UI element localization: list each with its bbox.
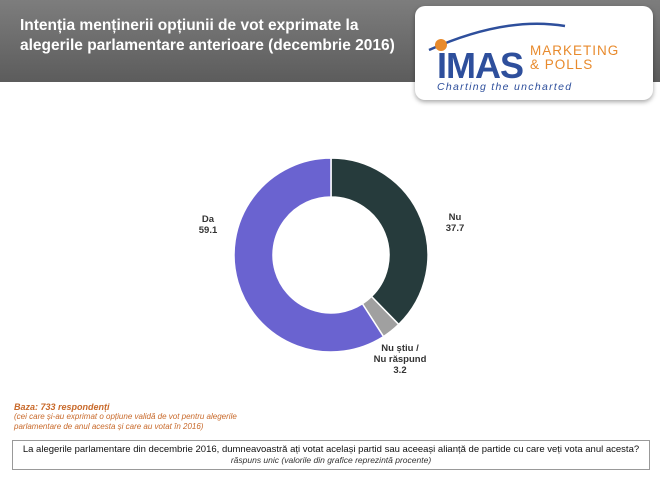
slice-label-1-line-2: 3.2 xyxy=(393,365,406,376)
donut-slices xyxy=(233,157,429,353)
sample-base: Baza: 733 respondenți (cei care și-au ex… xyxy=(14,402,334,432)
donut-slice-0 xyxy=(330,157,429,326)
slice-label-0-line-0: Nu xyxy=(449,212,462,223)
donut-slice-2 xyxy=(233,157,385,353)
slice-label-1-line-0: Nu știu / xyxy=(381,343,419,354)
donut-chart: Nu 37.7 Nu știu / Nu răspund 3.2 Da 59.1 xyxy=(199,157,465,376)
donut-labels: Nu 37.7 Nu știu / Nu răspund 3.2 Da 59.1 xyxy=(199,212,465,376)
survey-question: La alegerile parlamentare din decembrie … xyxy=(22,444,640,455)
page-title-line-1: Intenția menținerii opțiunii de vot expr… xyxy=(20,17,359,34)
slice-label-0: Nu 37.7 xyxy=(446,212,465,234)
sample-base-note-line-2: parlamentare de anul acesta și care au v… xyxy=(14,422,204,431)
logo-tagline: Charting the uncharted xyxy=(437,81,572,93)
slice-label-2-line-0: Da xyxy=(202,214,215,225)
slice-label-2: Da 59.1 xyxy=(199,214,218,236)
slice-label-2-line-1: 59.1 xyxy=(199,225,218,236)
survey-question-note: răspuns unic (valorile din grafice repre… xyxy=(230,455,432,465)
slice-label-0-line-1: 37.7 xyxy=(446,223,465,234)
sample-base-title: Baza: 733 respondenți xyxy=(14,402,110,412)
slice-label-1: Nu știu / Nu răspund 3.2 xyxy=(374,343,427,376)
slice-label-1-line-1: Nu răspund xyxy=(374,354,427,365)
logo-line-2: & POLLS xyxy=(530,57,593,72)
sample-base-note-line-1: (cei care și-au exprimat o opțiune valid… xyxy=(14,412,237,421)
logo-dot-icon xyxy=(435,39,447,51)
imas-logo: IMAS MARKETING & POLLS Charting the unch… xyxy=(415,6,653,100)
page-title-line-2: alegerile parlamentare anterioare (decem… xyxy=(20,37,395,54)
logo-brand: IMAS xyxy=(437,45,523,86)
logo-line-1: MARKETING xyxy=(530,43,619,58)
question-box: La alegerile parlamentare din decembrie … xyxy=(12,440,650,470)
page-title: Intenția menținerii opțiunii de vot expr… xyxy=(20,16,400,56)
imas-logo-graphic: IMAS MARKETING & POLLS Charting the unch… xyxy=(428,22,619,93)
